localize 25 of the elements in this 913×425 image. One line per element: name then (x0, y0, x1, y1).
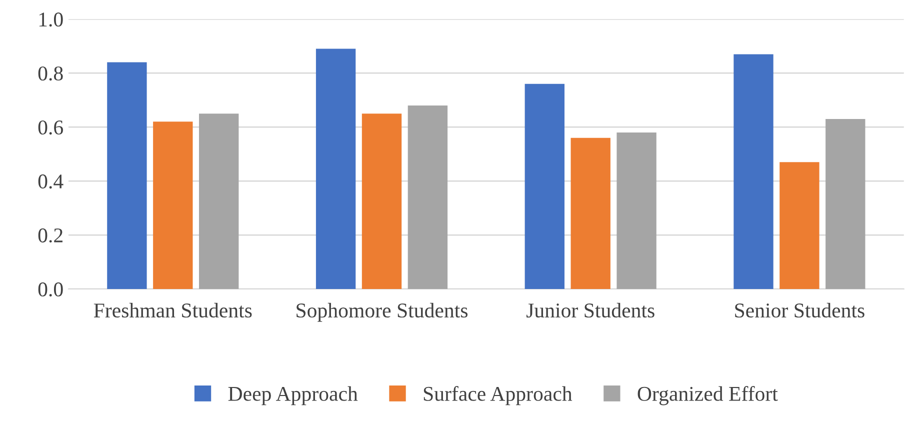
legend-label: Deep Approach (228, 386, 358, 406)
legend-label: Surface Approach (424, 386, 572, 406)
y-tick-label: 1.0 (39, 12, 63, 27)
x-tick-label: Freshman Students (94, 302, 252, 318)
x-tick-label: Junior Students (526, 302, 654, 318)
bar (616, 132, 656, 289)
bar (316, 48, 356, 289)
y-tick-label: 0.6 (38, 120, 63, 135)
x-tick-label: Sophomore Students (296, 302, 468, 322)
x-tick-label: Senior Students (735, 302, 864, 318)
bar (826, 118, 866, 289)
bar (199, 114, 239, 289)
bar (362, 114, 402, 289)
y-tick-label: 0.0 (38, 282, 63, 297)
bar (570, 138, 610, 289)
bar (107, 62, 147, 289)
bar (780, 162, 820, 289)
bar (524, 84, 564, 289)
y-tick-label: 0.4 (38, 174, 64, 189)
legend-label: Organized Effort (638, 386, 778, 406)
y-tick-label: 0.2 (38, 228, 62, 243)
bar (408, 105, 448, 289)
bar (153, 122, 193, 289)
bar (734, 54, 774, 289)
y-tick-label: 0.8 (38, 66, 63, 81)
